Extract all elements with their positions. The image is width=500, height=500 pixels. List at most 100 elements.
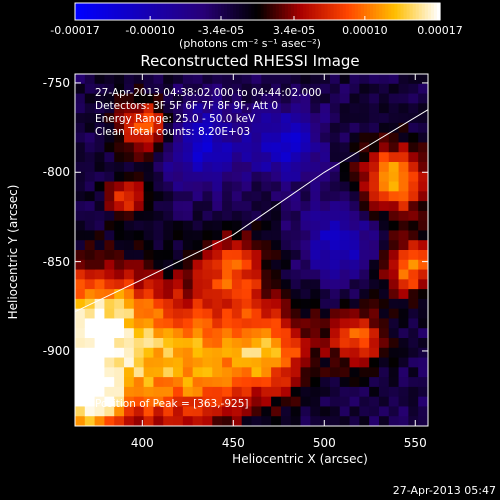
heatmap-cell — [173, 396, 184, 407]
heatmap-cell — [104, 338, 115, 349]
heatmap-cell — [182, 328, 194, 339]
plot-frame — [74, 73, 429, 427]
heatmap-cell — [359, 386, 370, 398]
heatmap-cell — [418, 338, 429, 349]
colorbar-segment — [427, 3, 432, 20]
colorbar-tick-label: -0.00010 — [125, 24, 175, 37]
heatmap-cell — [114, 201, 125, 212]
heatmap-cell — [143, 308, 154, 319]
heatmap-cell — [329, 74, 341, 85]
heatmap-cell — [143, 171, 154, 183]
heatmap-cell — [369, 93, 380, 104]
heatmap-cell — [104, 132, 115, 143]
heatmap-cell — [173, 338, 184, 349]
heatmap-cell — [251, 171, 262, 183]
heatmap-cell — [133, 416, 145, 427]
heatmap-cell — [280, 162, 292, 173]
heatmap-cell — [192, 142, 203, 153]
heatmap-cell — [163, 406, 174, 417]
colorbar-segment — [84, 3, 88, 20]
heatmap-cell — [241, 308, 252, 319]
heatmap-cell — [369, 230, 380, 241]
heatmap-cell — [173, 181, 184, 192]
heatmap-cell — [143, 347, 154, 359]
heatmap-cell — [84, 308, 96, 319]
heatmap-cell — [222, 250, 233, 261]
heatmap-cell — [290, 338, 302, 349]
heatmap-cell — [378, 181, 390, 192]
heatmap-cell — [310, 328, 321, 339]
heatmap-cell — [339, 171, 351, 183]
heatmap-cell — [231, 377, 243, 388]
heatmap-cell — [124, 152, 135, 163]
colorbar-segment — [412, 3, 417, 20]
heatmap-cell — [212, 181, 223, 192]
heatmap-cell — [261, 220, 272, 231]
heatmap-cell — [349, 357, 360, 368]
heatmap-cell — [398, 220, 409, 231]
heatmap-cell — [94, 308, 105, 319]
heatmap-cell — [231, 416, 243, 427]
heatmap-cell — [143, 142, 154, 153]
heatmap-cell — [339, 289, 351, 300]
heatmap-cell — [251, 386, 262, 398]
heatmap-cell — [339, 318, 351, 329]
heatmap-cell — [192, 347, 203, 359]
heatmap-cell — [212, 357, 223, 368]
heatmap-cell — [163, 250, 174, 261]
heatmap-cell — [231, 259, 243, 271]
heatmap-cell — [300, 298, 311, 310]
heatmap-cell — [398, 347, 409, 359]
heatmap-cell — [222, 396, 233, 407]
heatmap-cell — [143, 386, 154, 398]
heatmap-cell — [320, 210, 331, 222]
colorbar-segment — [120, 3, 125, 20]
heatmap-cell — [320, 318, 331, 329]
heatmap-cell — [339, 142, 351, 153]
heatmap-cell — [94, 416, 105, 427]
heatmap-cell — [124, 103, 135, 114]
heatmap-cell — [329, 406, 341, 417]
heatmap-cell — [398, 318, 409, 329]
heatmap-cell — [300, 132, 311, 143]
heatmap-cell — [94, 406, 105, 417]
heatmap-cell — [153, 142, 164, 153]
heatmap-cell — [163, 201, 174, 212]
heatmap-cell — [202, 122, 213, 134]
heatmap-cell — [290, 279, 302, 290]
heatmap-cell — [349, 201, 360, 212]
heatmap-cell — [378, 152, 390, 163]
heatmap-cell — [369, 338, 380, 349]
heatmap-cell — [163, 338, 174, 349]
heatmap-cell — [359, 347, 370, 359]
colorbar-segment — [354, 3, 359, 20]
heatmap-cell — [271, 210, 282, 222]
heatmap-cell — [241, 152, 252, 163]
heatmap-cell — [231, 113, 243, 124]
heatmap-cell — [388, 259, 400, 271]
heatmap-cell — [310, 74, 321, 85]
heatmap-cell — [84, 201, 96, 212]
heatmap-cell — [231, 308, 243, 319]
heatmap-cell — [173, 416, 184, 427]
heatmap-cell — [280, 240, 292, 251]
heatmap-cell — [231, 181, 243, 192]
heatmap-cell — [163, 318, 174, 329]
heatmap-cell — [280, 338, 292, 349]
heatmap-cell — [339, 113, 351, 124]
heatmap-cell — [408, 132, 419, 143]
heatmap-cell — [388, 347, 400, 359]
heatmap-cell — [104, 122, 115, 134]
colorbar-segment — [245, 3, 249, 20]
heatmap-cell — [300, 357, 311, 368]
heatmap-cell — [271, 347, 282, 359]
heatmap-cell — [388, 357, 400, 368]
heatmap-cell — [212, 210, 223, 222]
heatmap-cell — [398, 113, 409, 124]
heatmap-cell — [104, 230, 115, 241]
colorbar-segment — [78, 3, 82, 20]
heatmap-cell — [261, 93, 272, 104]
heatmap-cell — [133, 240, 145, 251]
heatmap-cell — [300, 152, 311, 163]
heatmap-cell — [84, 259, 96, 271]
